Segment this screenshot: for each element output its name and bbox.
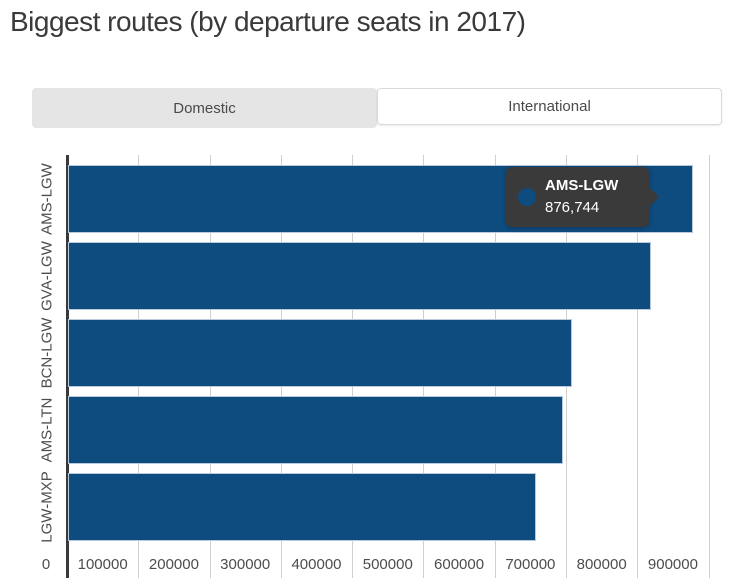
- tooltip-arrow-icon: [648, 186, 659, 208]
- tab-bar: Domestic International: [32, 88, 722, 128]
- gridline: [637, 155, 639, 578]
- tab-international[interactable]: International: [377, 88, 722, 125]
- x-axis-tick-label: 800000: [576, 556, 627, 573]
- x-axis-tick-label: 200000: [148, 556, 199, 573]
- x-axis-tick-label: 400000: [291, 556, 342, 573]
- bar-gva-lgw[interactable]: [68, 242, 651, 310]
- tooltip-text: AMS-LGW 876,744: [545, 175, 618, 219]
- tooltip: AMS-LGW 876,744: [506, 167, 659, 227]
- x-axis-tick-label: 0: [41, 556, 51, 573]
- tab-domestic[interactable]: Domestic: [32, 88, 377, 128]
- x-axis-tick-label: 900000: [647, 556, 698, 573]
- tooltip-series-dot: [518, 188, 536, 206]
- y-axis-category-label: GVA-LGW: [38, 241, 56, 311]
- bar-lgw-mxp[interactable]: [68, 473, 536, 541]
- y-axis-category-label: BCN-LGW: [38, 317, 56, 389]
- y-axis-line: [66, 155, 69, 578]
- x-axis-tick-label: 700000: [505, 556, 556, 573]
- x-axis-tick-label: 600000: [434, 556, 485, 573]
- bar-bcn-lgw[interactable]: [68, 319, 572, 387]
- tooltip-label: AMS-LGW: [545, 177, 619, 195]
- gridline: [708, 155, 710, 578]
- bar-ams-ltn[interactable]: [68, 396, 563, 464]
- page-title: Biggest routes (by departure seats in 20…: [10, 6, 526, 37]
- tooltip-value: 876,744: [545, 199, 600, 216]
- y-axis-category-label: AMS-LGW: [38, 163, 56, 235]
- x-axis-tick-label: 100000: [77, 556, 128, 573]
- y-axis-category-label: LGW-MXP: [38, 471, 56, 543]
- x-axis-tick-label: 300000: [220, 556, 271, 573]
- x-axis-tick-label: 500000: [362, 556, 413, 573]
- y-axis-category-label: AMS-LTN: [38, 397, 56, 463]
